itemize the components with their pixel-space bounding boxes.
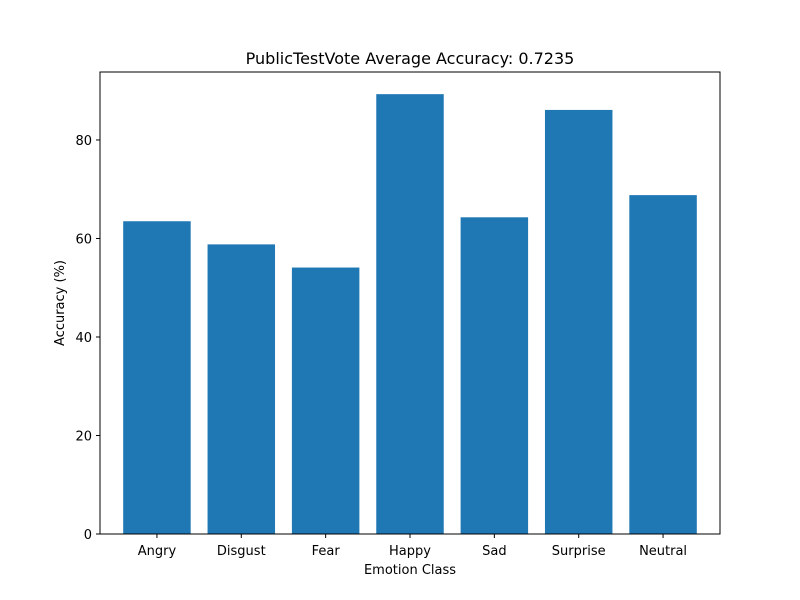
x-tick-label-neutral: Neutral (639, 544, 687, 559)
y-tick-label-20: 20 (75, 429, 92, 444)
bar-sad (460, 217, 529, 535)
bar-disgust (207, 244, 276, 534)
bars-group (123, 94, 697, 535)
x-tick-label-angry: Angry (138, 544, 177, 559)
y-axis: 0 20 40 60 80 (75, 134, 100, 543)
x-axis-title: Emotion Class (364, 563, 456, 578)
y-tick-label-40: 40 (75, 331, 92, 346)
bar-neutral (629, 195, 697, 534)
bar-angry (123, 221, 191, 535)
y-tick-label-80: 80 (75, 134, 92, 149)
x-axis: Angry Disgust Fear Happy Sad Surprise Neutral (138, 534, 687, 559)
y-axis-title: Accuracy (%) (53, 260, 68, 346)
chart-title: PublicTestVote Average Accuracy: 0.7235 (246, 49, 575, 68)
x-tick-label-disgust: Disgust (217, 544, 266, 559)
bar-surprise (544, 109, 613, 535)
x-tick-label-sad: Sad (482, 544, 506, 559)
y-tick-label-60: 60 (75, 232, 92, 247)
x-tick-label-happy: Happy (389, 544, 431, 559)
bar-happy (376, 94, 444, 534)
x-tick-label-surprise: Surprise (552, 544, 606, 559)
x-tick-label-fear: Fear (312, 544, 341, 559)
y-tick-label-0: 0 (84, 528, 92, 543)
bar-fear (291, 267, 360, 534)
